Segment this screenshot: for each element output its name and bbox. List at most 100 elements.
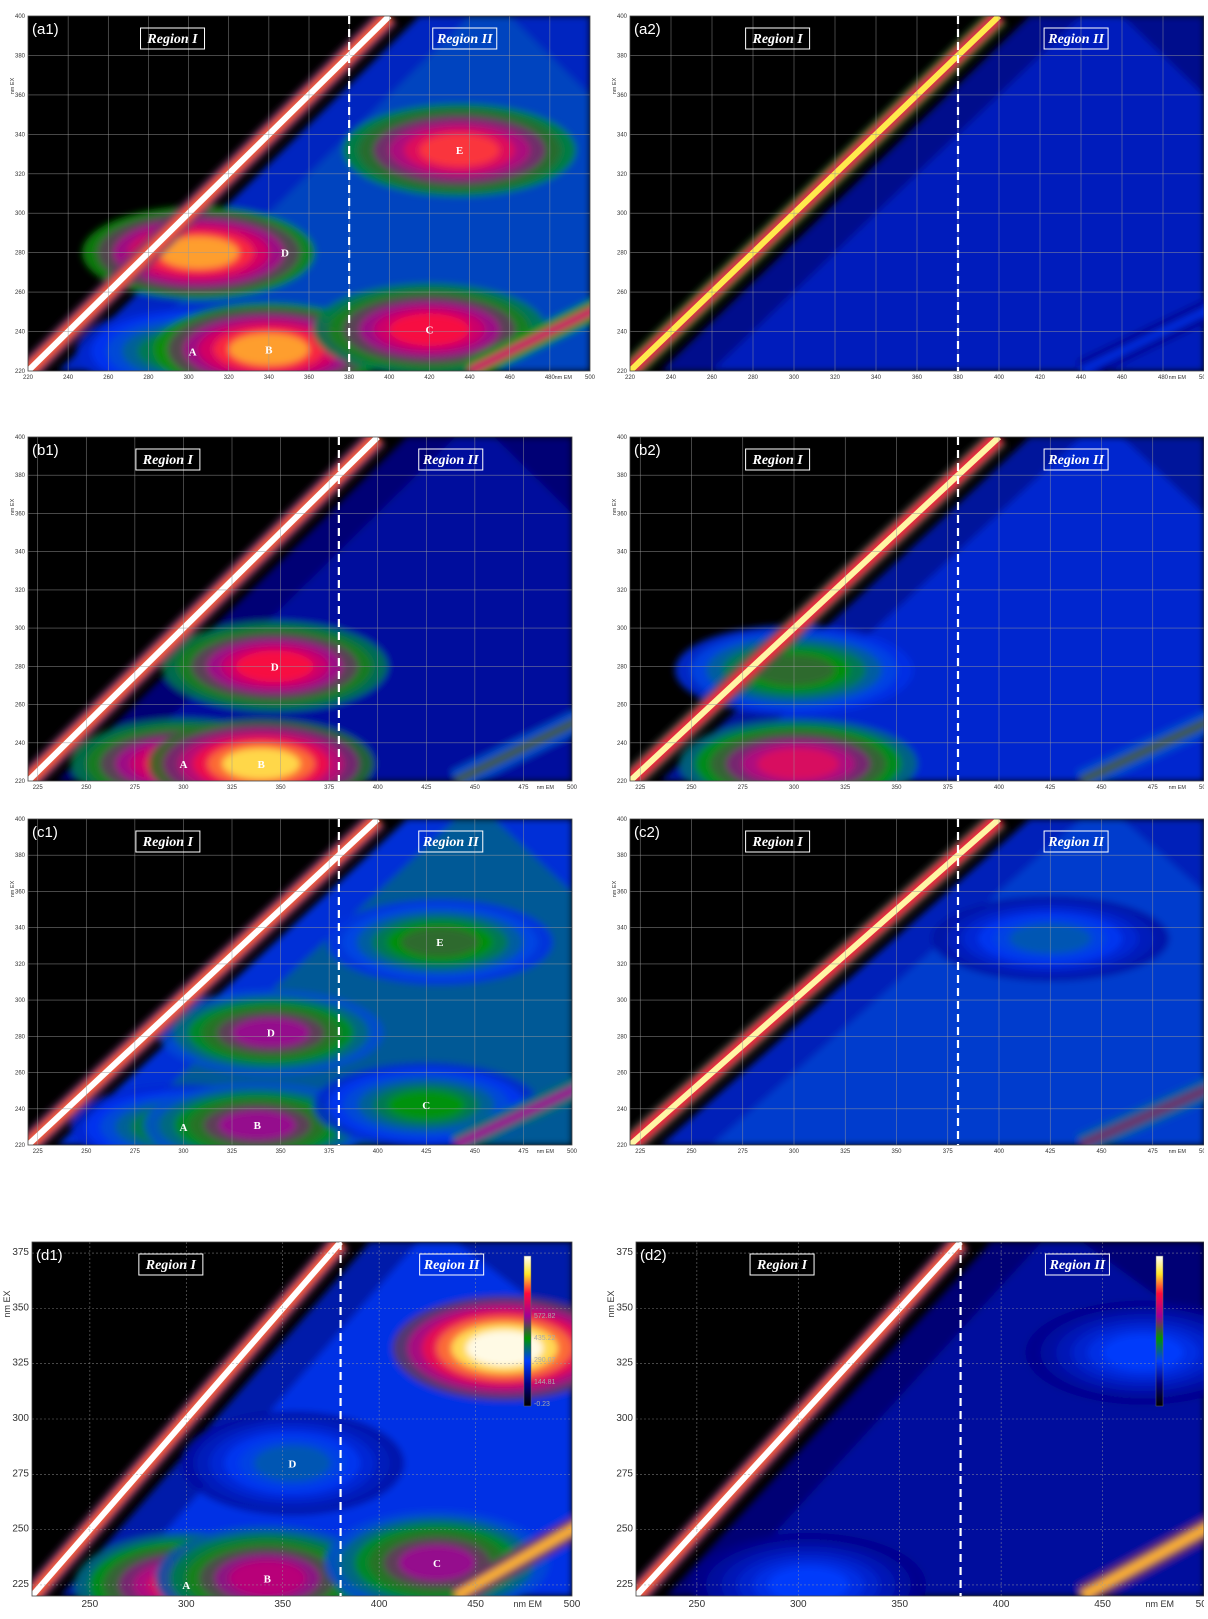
x-axis-label: nm EM — [555, 375, 573, 381]
peak-D-level — [232, 1018, 310, 1048]
region-label-box — [140, 27, 206, 50]
x-axis-label: nm EM — [537, 785, 555, 791]
y-tick-label: 340 — [617, 550, 628, 556]
region-label: Region II — [436, 32, 493, 47]
peak-label-B: B — [257, 759, 265, 771]
x-tick-label: 325 — [227, 1149, 238, 1155]
y-tick-label: 380 — [15, 853, 26, 859]
rayleigh-scatter-band — [630, 16, 1002, 371]
y-tick-label: 325 — [12, 1358, 29, 1369]
y-tick-label: 375 — [616, 1247, 633, 1258]
y-tick-label: 340 — [617, 926, 628, 932]
x-tick-label: 500 — [1199, 375, 1204, 381]
colorbar-label: 435.22 — [534, 1335, 556, 1342]
y-tick-label: 360 — [617, 511, 628, 517]
y-tick-label: 225 — [12, 1579, 29, 1590]
y-tick-label: 260 — [15, 703, 26, 709]
x-tick-label: 400 — [994, 1149, 1005, 1155]
y-tick-label: 250 — [12, 1524, 29, 1535]
y-tick-label: 300 — [15, 211, 26, 217]
x-tick-label: 440 — [1076, 375, 1087, 381]
x-tick-label: 360 — [912, 375, 923, 381]
panel-label: (b2) — [634, 442, 661, 459]
peak-label-E: E — [436, 937, 443, 949]
y-axis-label: nm EX — [10, 498, 16, 515]
x-tick-label: 225 — [635, 785, 646, 791]
x-tick-label: 475 — [1148, 785, 1159, 791]
y-tick-label: 320 — [15, 172, 26, 178]
y-tick-label: 380 — [15, 473, 26, 479]
x-tick-label: 380 — [344, 375, 355, 381]
x-tick-label: 225 — [33, 785, 44, 791]
y-axis-label: nm EX — [606, 1290, 616, 1317]
x-tick-label: 350 — [891, 785, 902, 791]
x-tick-label: 250 — [686, 1149, 697, 1155]
heatmap-c1: 225 250 275 300 325 350 375 400 425 450 475 500 220 2… — [10, 817, 578, 1155]
region-label-box — [135, 448, 201, 471]
y-tick-label: 320 — [617, 962, 628, 968]
panel-a1: 220 240 260 280 300 320 340 360 380 400 420 440 460 4… — [0, 12, 600, 390]
peak-label-C: C — [422, 1100, 430, 1112]
region-label: Region II — [1047, 835, 1104, 850]
y-tick-label: 400 — [617, 817, 628, 823]
x-tick-label: 220 — [23, 375, 34, 381]
x-tick-label: 500 — [1199, 1149, 1204, 1155]
x-tick-label: 500 — [1199, 785, 1204, 791]
region-label: Region II — [422, 835, 479, 850]
x-tick-label: 360 — [304, 375, 315, 381]
y-tick-label: 325 — [616, 1358, 633, 1369]
y-tick-label: 260 — [15, 1071, 26, 1077]
y-tick-label: 300 — [15, 998, 26, 1004]
y-tick-label: 400 — [15, 817, 26, 823]
x-tick-label: 220 — [625, 375, 636, 381]
plot-frame — [27, 436, 573, 782]
x-tick-label: 325 — [840, 785, 851, 791]
y-tick-label: 360 — [15, 93, 26, 99]
x-tick-label: 350 — [276, 785, 287, 791]
x-tick-label: 420 — [1035, 375, 1046, 381]
y-axis-label: nm EX — [10, 880, 16, 897]
panel-d1: 250 300 350 400 450 500 225 250 275 300 325 350 375 n… — [0, 1240, 600, 1619]
plot-frame — [629, 818, 1204, 1146]
peak-label-E: E — [456, 145, 463, 157]
colorbar-label: 144.81 — [534, 1379, 556, 1386]
y-tick-label: 300 — [617, 626, 628, 632]
y-tick-label: 340 — [15, 926, 26, 932]
peak-label-A: A — [179, 759, 187, 771]
second-order-scatter-band — [1079, 306, 1204, 371]
x-tick-label: 300 — [178, 1599, 195, 1610]
peak-label-A: A — [189, 346, 197, 358]
second-order-scatter-band — [454, 1524, 572, 1596]
x-tick-label: 420 — [424, 375, 435, 381]
x-tick-label: 400 — [371, 1599, 388, 1610]
x-tick-label: 450 — [1096, 785, 1107, 791]
x-axis-label: nm EM — [1145, 1599, 1174, 1609]
y-tick-label: 260 — [617, 290, 628, 296]
y-tick-label: 240 — [15, 330, 26, 336]
x-tick-label: 350 — [891, 1149, 902, 1155]
plot-frame — [629, 436, 1204, 782]
x-tick-label: 250 — [686, 785, 697, 791]
region-label-box — [745, 27, 811, 50]
x-tick-label: 350 — [276, 1149, 287, 1155]
region-label-box — [1043, 27, 1109, 50]
peak-B-level — [228, 1560, 306, 1596]
y-tick-label: 220 — [15, 779, 26, 785]
peak-label-D: D — [288, 1458, 296, 1470]
x-tick-label: 275 — [738, 1149, 749, 1155]
peak-label-B: B — [264, 1573, 272, 1585]
colorbar — [523, 1255, 532, 1407]
peak-E-level — [401, 927, 479, 957]
y-tick-label: 220 — [617, 1143, 628, 1149]
y-tick-label: 300 — [12, 1413, 29, 1424]
second-order-scatter-band — [1080, 1524, 1204, 1596]
y-tick-label: 400 — [617, 435, 628, 441]
plot-frame — [629, 15, 1204, 372]
x-tick-label: 450 — [470, 1149, 481, 1155]
x-tick-label: 375 — [324, 785, 335, 791]
x-tick-label: 320 — [224, 375, 235, 381]
x-tick-label: 350 — [891, 1599, 908, 1610]
plot-frame — [27, 818, 573, 1146]
y-axis-label: nm EX — [612, 880, 618, 897]
peak-label-C: C — [433, 1558, 441, 1570]
